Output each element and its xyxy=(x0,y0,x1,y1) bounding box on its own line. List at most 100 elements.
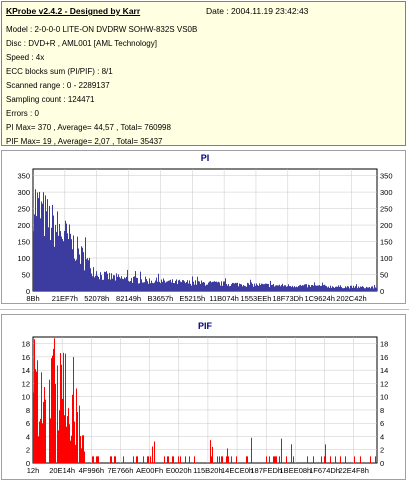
bar xyxy=(346,287,347,291)
bar xyxy=(57,365,58,463)
bar xyxy=(66,426,67,463)
x-tick-label: 18F73Dh xyxy=(272,294,303,303)
bar xyxy=(116,273,117,291)
bar xyxy=(231,456,232,463)
bar xyxy=(291,286,292,291)
bar xyxy=(79,254,80,291)
bar xyxy=(106,271,107,291)
bar xyxy=(375,287,376,291)
bar xyxy=(152,282,153,291)
bar xyxy=(52,355,53,463)
bar xyxy=(316,285,317,291)
bar xyxy=(54,338,55,463)
bar xyxy=(211,456,212,463)
bar xyxy=(297,287,298,291)
bar xyxy=(35,189,36,291)
bar xyxy=(133,456,134,463)
bar xyxy=(161,279,162,291)
bar xyxy=(204,282,205,291)
bar xyxy=(374,284,375,291)
bar xyxy=(240,284,241,291)
bar xyxy=(260,284,261,291)
bar xyxy=(273,456,274,463)
bar xyxy=(57,211,58,291)
bar xyxy=(76,259,77,291)
bar xyxy=(84,451,85,463)
bar xyxy=(340,456,341,463)
bar xyxy=(190,283,191,291)
x-tick-label: 52078h xyxy=(84,294,109,303)
bar xyxy=(75,444,76,463)
bar xyxy=(102,279,103,291)
bar xyxy=(331,287,332,291)
bar xyxy=(37,192,38,291)
bar xyxy=(126,276,127,291)
bar xyxy=(268,283,269,291)
bar xyxy=(261,283,262,291)
bar xyxy=(356,284,357,291)
bar xyxy=(67,416,68,463)
bar xyxy=(54,246,55,291)
bar xyxy=(212,281,213,291)
info-scanned-range: Scanned range : 0 - 2289137 xyxy=(6,81,110,90)
pi-chart: PI 0 0 50 50 100 100 150 150 200 200 250 250 300 300 35… xyxy=(17,153,393,303)
bar xyxy=(101,275,102,291)
bar xyxy=(321,285,322,291)
x-tick-label: 21EF7h xyxy=(52,294,78,303)
bar xyxy=(299,285,300,291)
bar xyxy=(97,456,98,463)
bar xyxy=(168,456,169,463)
bar xyxy=(146,279,147,291)
bar xyxy=(65,353,66,463)
bar xyxy=(143,282,144,291)
x-tick-label: 187FEDh xyxy=(250,466,282,475)
bar xyxy=(281,285,282,291)
bar xyxy=(99,279,100,291)
bar xyxy=(212,446,213,463)
bar xyxy=(219,282,220,291)
bar xyxy=(93,456,94,463)
bar xyxy=(85,237,86,291)
bar xyxy=(337,286,338,291)
bar xyxy=(247,456,248,463)
bar xyxy=(86,259,87,291)
bar xyxy=(43,192,44,291)
bar xyxy=(156,277,157,291)
bar xyxy=(151,280,152,291)
plot-area xyxy=(32,336,378,464)
bar xyxy=(123,279,124,291)
info-ecc: ECC blocks sum (PI/PIF) : 8/1 xyxy=(6,67,113,76)
bar xyxy=(288,284,289,291)
bar xyxy=(43,401,44,463)
y-tick-label-right: 10 xyxy=(380,393,388,402)
bar xyxy=(272,284,273,291)
bar xyxy=(90,268,91,291)
bar xyxy=(266,283,267,291)
y-tick-label-right: 6 xyxy=(380,419,384,428)
bar xyxy=(208,282,209,291)
bar xyxy=(291,444,292,463)
bar xyxy=(36,371,37,463)
x-tick-label: 1BEE08h xyxy=(280,466,312,475)
bar xyxy=(68,239,69,291)
bar xyxy=(84,270,85,291)
bar xyxy=(370,288,371,291)
bar xyxy=(49,205,50,291)
bar xyxy=(354,456,355,463)
bar xyxy=(325,444,326,463)
bar xyxy=(244,285,245,291)
bar xyxy=(41,201,42,291)
bar xyxy=(154,282,155,291)
bar xyxy=(328,286,329,291)
y-tick-label-right: 14 xyxy=(380,366,388,375)
bar xyxy=(313,285,314,291)
bar xyxy=(129,281,130,291)
x-tick-label: 1C9624h xyxy=(304,294,334,303)
y-tick-label-right: 100 xyxy=(380,254,393,263)
bar xyxy=(252,284,253,291)
info-pif-summary: PIF Max= 19 , Average= 2,07 , Total= 354… xyxy=(6,137,163,146)
bar xyxy=(315,285,316,291)
bar xyxy=(136,277,137,291)
bar xyxy=(286,456,287,463)
bar xyxy=(259,283,260,291)
